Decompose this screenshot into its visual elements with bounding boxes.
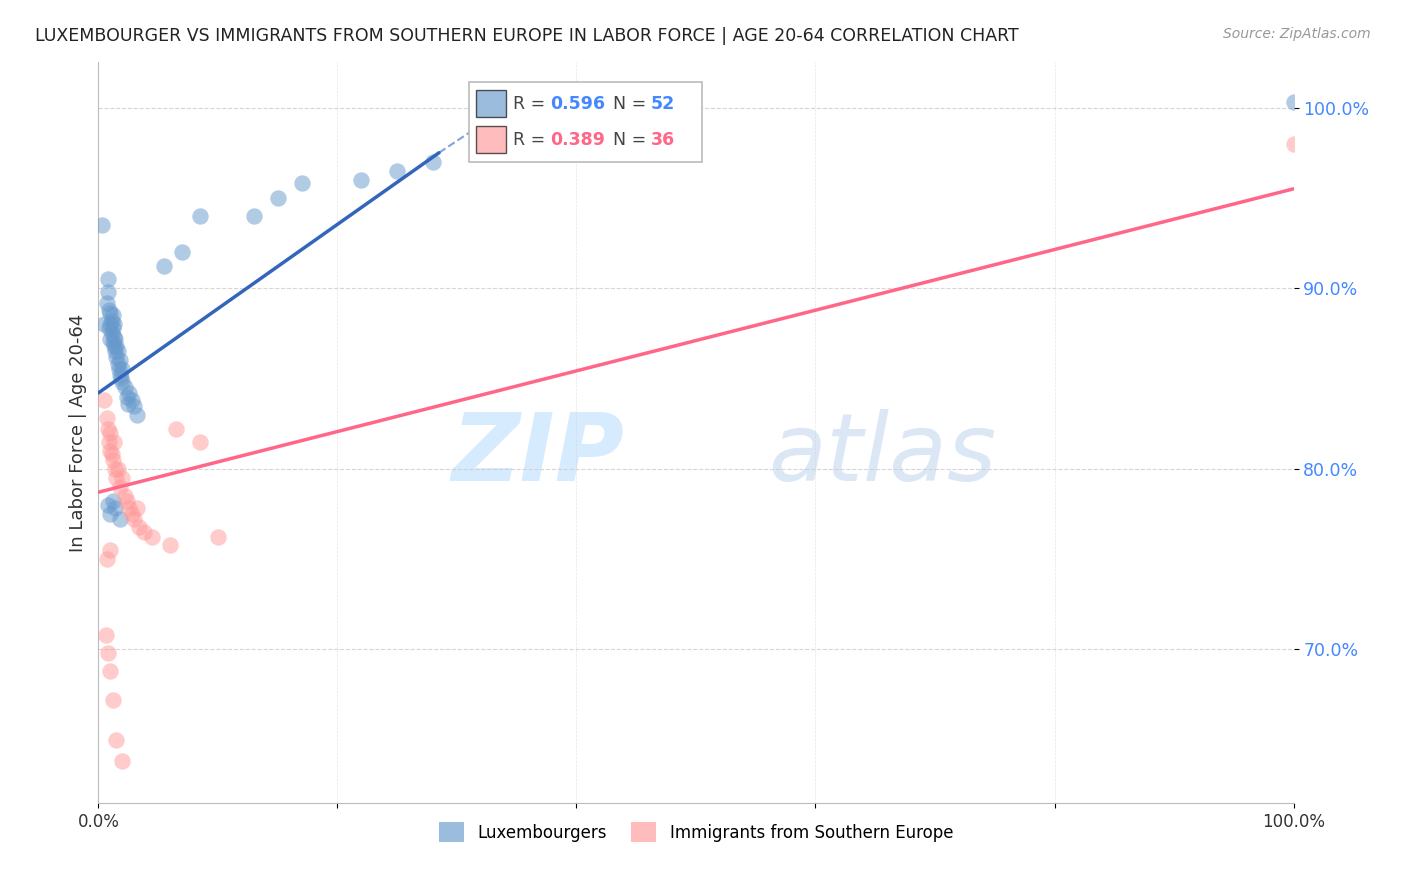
Point	[125, 408, 148, 422]
Point	[98, 425, 122, 440]
Point	[207, 530, 229, 544]
Point	[108, 368, 131, 382]
Point	[132, 524, 155, 539]
Point	[124, 399, 146, 413]
Point	[118, 385, 141, 400]
Point	[101, 321, 124, 335]
Point	[172, 245, 194, 260]
Point	[98, 543, 122, 558]
Point	[96, 411, 118, 425]
Point	[100, 313, 122, 327]
Point	[125, 501, 148, 516]
Point	[101, 693, 124, 707]
Y-axis label: In Labor Force | Age 20-64: In Labor Force | Age 20-64	[69, 313, 87, 552]
Point	[243, 209, 266, 223]
Point	[114, 489, 136, 503]
Point	[1282, 95, 1305, 110]
Point	[350, 173, 373, 187]
Point	[165, 422, 187, 436]
Point	[98, 302, 121, 317]
Point	[111, 375, 134, 389]
Point	[98, 318, 122, 332]
Point	[104, 501, 127, 516]
Point	[153, 260, 176, 274]
Point	[159, 538, 181, 552]
Point	[93, 393, 115, 408]
Legend: Luxembourgers, Immigrants from Southern Europe: Luxembourgers, Immigrants from Southern …	[430, 814, 962, 850]
Point	[100, 326, 122, 341]
Point	[111, 471, 134, 485]
Point	[115, 494, 138, 508]
Point	[107, 362, 129, 376]
Point	[121, 393, 143, 408]
Point	[97, 498, 120, 512]
Point	[97, 646, 120, 660]
Point	[103, 318, 125, 332]
Point	[104, 332, 127, 346]
Point	[105, 732, 128, 747]
Point	[97, 285, 120, 299]
Point	[111, 362, 134, 376]
Point	[114, 380, 136, 394]
Point	[115, 390, 138, 404]
Point	[101, 335, 124, 350]
Point	[98, 507, 122, 521]
Text: LUXEMBOURGER VS IMMIGRANTS FROM SOUTHERN EUROPE IN LABOR FORCE | AGE 20-64 CORRE: LUXEMBOURGER VS IMMIGRANTS FROM SOUTHERN…	[35, 27, 1019, 45]
Point	[98, 434, 121, 449]
Point	[103, 339, 125, 353]
Point	[93, 318, 115, 332]
Point	[124, 512, 146, 526]
Point	[121, 507, 143, 521]
Point	[141, 530, 163, 544]
Point	[96, 295, 118, 310]
Text: ZIP: ZIP	[451, 409, 624, 500]
Point	[110, 371, 132, 385]
Point	[98, 306, 122, 320]
Point	[98, 332, 122, 346]
Point	[188, 209, 211, 223]
Point	[97, 422, 120, 436]
Point	[105, 339, 128, 353]
Text: atlas: atlas	[768, 409, 995, 500]
Point	[91, 218, 114, 232]
Point	[94, 628, 117, 642]
Point	[103, 330, 125, 344]
Point	[267, 191, 290, 205]
Point	[105, 471, 128, 485]
Point	[108, 512, 131, 526]
Point	[107, 357, 129, 371]
Point	[101, 494, 124, 508]
Text: Source: ZipAtlas.com: Source: ZipAtlas.com	[1223, 27, 1371, 41]
Point	[111, 754, 134, 768]
Point	[100, 447, 122, 461]
Point	[101, 452, 124, 467]
Point	[108, 480, 131, 494]
Point	[98, 664, 122, 678]
Point	[103, 434, 125, 449]
Point	[1282, 136, 1305, 151]
Point	[118, 501, 141, 516]
Point	[101, 308, 124, 322]
Point	[104, 344, 127, 359]
Point	[107, 461, 129, 475]
Point	[188, 434, 211, 449]
Point	[385, 163, 409, 178]
Point	[104, 461, 127, 475]
Point	[98, 443, 122, 458]
Point	[97, 272, 120, 286]
Point	[291, 177, 314, 191]
Point	[107, 344, 129, 359]
Point	[108, 353, 131, 368]
Point	[96, 552, 118, 566]
Point	[117, 397, 139, 411]
Point	[98, 321, 121, 335]
Point	[105, 350, 128, 364]
Point	[128, 519, 150, 533]
Point	[422, 154, 444, 169]
